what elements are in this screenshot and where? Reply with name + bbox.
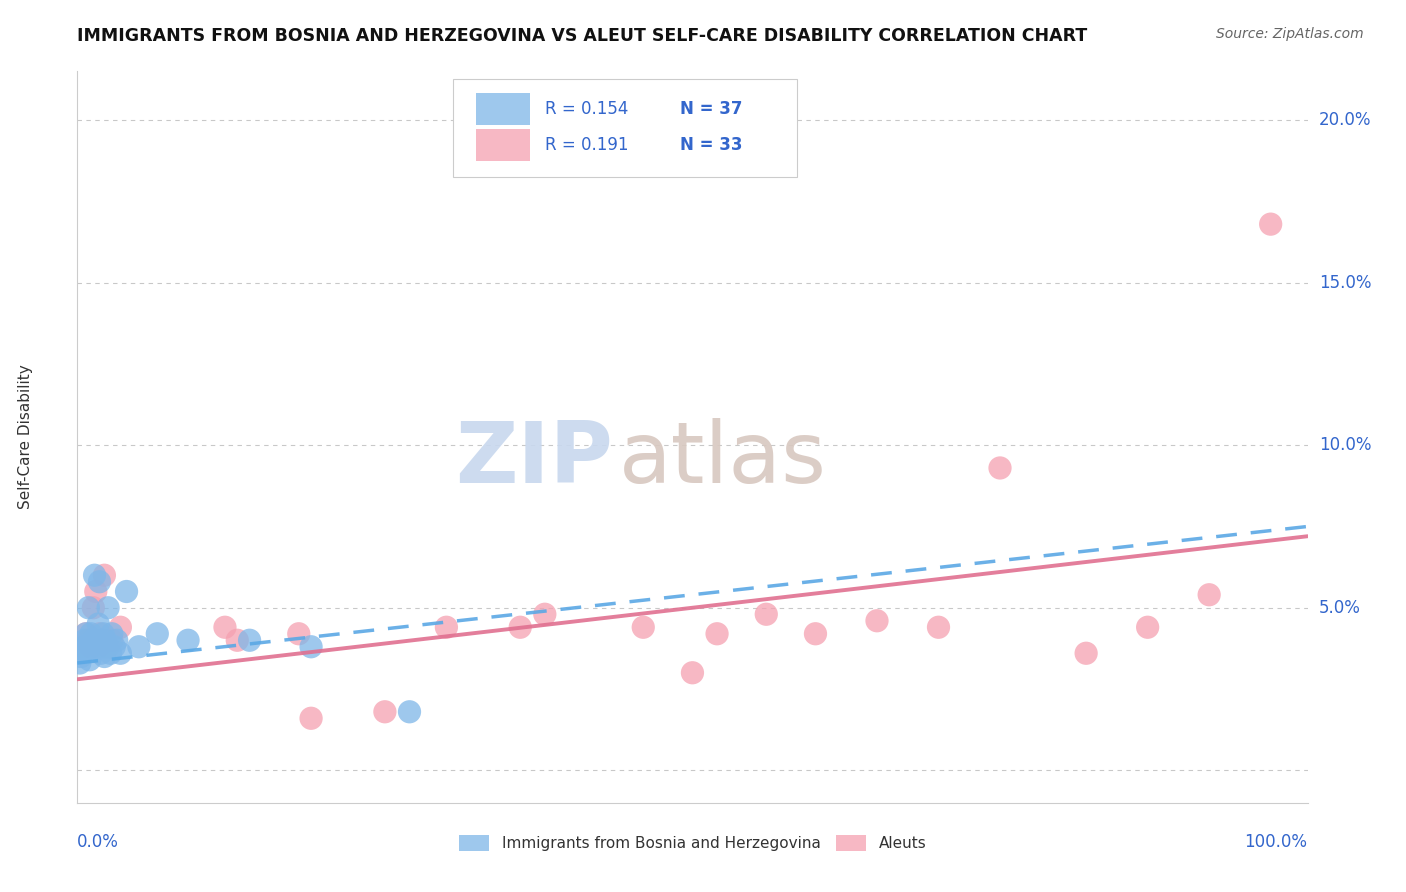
Point [80, 640, 103, 654]
Point [83, 568, 105, 582]
Point [75, 626, 97, 640]
Point [93, 568, 115, 582]
Point [87, 617, 110, 632]
Point [755, 607, 778, 622]
Text: IMMIGRANTS FROM BOSNIA AND HERZEGOVINA VS ALEUT SELF-CARE DISABILITY CORRELATION: IMMIGRANTS FROM BOSNIA AND HERZEGOVINA V… [77, 27, 1088, 45]
Point [75, 626, 97, 640]
Point [534, 607, 557, 622]
Point [70, 646, 93, 660]
Point [70, 649, 93, 664]
Point [82, 600, 104, 615]
Text: 5.0%: 5.0% [1319, 599, 1361, 616]
Point [82, 633, 104, 648]
Point [96, 640, 118, 654]
FancyBboxPatch shape [477, 93, 530, 125]
Point [1260, 217, 1282, 231]
Point [436, 620, 458, 634]
Point [76, 640, 98, 654]
Point [633, 620, 655, 634]
Point [239, 633, 262, 648]
Point [101, 626, 124, 640]
Point [90, 633, 114, 648]
Point [1076, 646, 1098, 660]
Point [89, 633, 111, 648]
Point [86, 633, 108, 648]
Point [226, 633, 249, 648]
Text: 0.0%: 0.0% [77, 833, 120, 851]
Point [80, 626, 103, 640]
Point [928, 620, 950, 634]
Point [87, 640, 110, 654]
Text: N = 37: N = 37 [681, 100, 742, 118]
Point [1136, 620, 1159, 634]
Point [866, 614, 889, 628]
Point [115, 584, 138, 599]
Point [82, 640, 104, 654]
Point [100, 646, 122, 660]
FancyBboxPatch shape [477, 129, 530, 161]
Point [177, 633, 200, 648]
Point [374, 705, 396, 719]
Point [299, 711, 322, 725]
Point [682, 665, 704, 680]
Point [73, 633, 96, 648]
Point [69, 656, 91, 670]
Point [72, 640, 94, 654]
Text: 10.0%: 10.0% [1319, 436, 1371, 454]
Point [509, 620, 531, 634]
Point [110, 646, 132, 660]
Text: R = 0.191: R = 0.191 [546, 136, 628, 154]
Text: 100.0%: 100.0% [1244, 833, 1308, 851]
Point [77, 600, 100, 615]
Point [288, 626, 311, 640]
Text: 15.0%: 15.0% [1319, 274, 1371, 292]
Point [804, 626, 827, 640]
Point [90, 640, 114, 654]
Point [89, 574, 111, 589]
Text: atlas: atlas [619, 417, 827, 500]
Point [84, 584, 107, 599]
Point [1198, 588, 1220, 602]
Point [110, 620, 132, 634]
Point [72, 640, 94, 654]
Text: Source: ZipAtlas.com: Source: ZipAtlas.com [1216, 27, 1364, 41]
Text: ZIP: ZIP [454, 417, 613, 500]
Text: R = 0.154: R = 0.154 [546, 100, 628, 118]
Point [97, 640, 120, 654]
Point [299, 640, 322, 654]
Point [84, 640, 107, 654]
Point [97, 600, 120, 615]
Point [398, 705, 420, 719]
Point [103, 640, 125, 654]
FancyBboxPatch shape [453, 78, 797, 178]
Point [89, 626, 111, 640]
Point [90, 646, 112, 660]
Text: Self-Care Disability: Self-Care Disability [18, 365, 34, 509]
Point [94, 633, 117, 648]
Text: 20.0%: 20.0% [1319, 112, 1371, 129]
Point [988, 461, 1011, 475]
Point [93, 649, 115, 664]
Legend: Immigrants from Bosnia and Herzegovina, Aleuts: Immigrants from Bosnia and Herzegovina, … [453, 830, 932, 857]
Point [77, 633, 100, 648]
Text: N = 33: N = 33 [681, 136, 742, 154]
Point [105, 633, 128, 648]
Point [214, 620, 236, 634]
Point [146, 626, 169, 640]
Point [706, 626, 728, 640]
Point [79, 653, 101, 667]
Point [91, 626, 114, 640]
Point [101, 633, 124, 648]
Point [128, 640, 150, 654]
